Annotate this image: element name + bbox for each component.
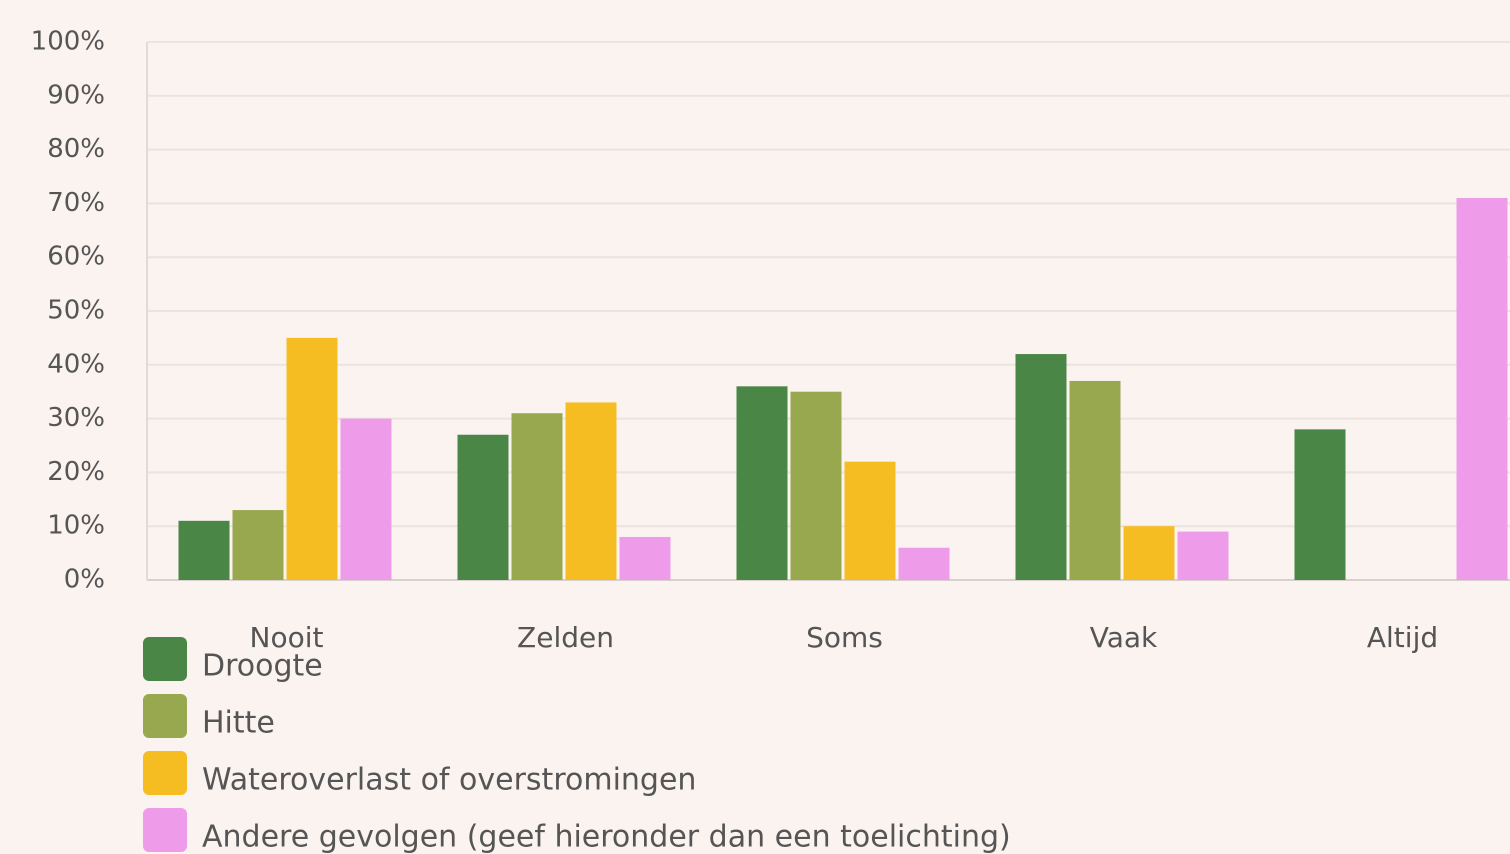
legend-label: Hitte xyxy=(202,706,275,741)
bar xyxy=(232,510,284,580)
bar xyxy=(286,337,338,580)
bar xyxy=(1069,380,1121,580)
bar xyxy=(898,547,950,580)
legend-swatch xyxy=(143,751,187,795)
y-tick-label: 40% xyxy=(47,349,105,379)
legend-label: Wateroverlast of overstromingen xyxy=(202,763,696,798)
y-tick-label: 100% xyxy=(31,27,105,57)
x-tick-label: Nooit xyxy=(250,621,324,654)
y-tick-label: 70% xyxy=(47,188,105,218)
bar xyxy=(844,461,896,580)
y-tick-label: 30% xyxy=(47,403,105,433)
legend-label: Andere gevolgen (geef hieronder dan een … xyxy=(202,820,1011,854)
bar xyxy=(340,418,392,580)
bar xyxy=(1456,198,1508,580)
legend-swatch xyxy=(143,808,187,852)
y-tick-label: 50% xyxy=(47,296,105,326)
legend-label: Droogte xyxy=(202,649,323,684)
bar xyxy=(457,434,509,580)
x-tick-label: Zelden xyxy=(517,621,614,654)
bar xyxy=(790,391,842,580)
legend-swatch xyxy=(143,637,187,681)
legend-swatch xyxy=(143,694,187,738)
y-tick-label: 0% xyxy=(64,565,105,595)
y-tick-label: 20% xyxy=(47,457,105,487)
bar xyxy=(178,520,230,580)
bar xyxy=(1123,526,1175,580)
bar xyxy=(511,413,563,580)
x-tick-label: Vaak xyxy=(1090,621,1158,654)
y-tick-label: 80% xyxy=(47,134,105,164)
bar xyxy=(736,386,788,580)
x-tick-label: Soms xyxy=(806,621,883,654)
bar xyxy=(1294,429,1346,580)
y-tick-label: 60% xyxy=(47,242,105,272)
x-tick-label: Altijd xyxy=(1367,621,1438,654)
bar xyxy=(1015,354,1067,580)
bar xyxy=(619,536,671,580)
bar xyxy=(1177,531,1229,580)
bar xyxy=(565,402,617,580)
y-tick-label: 90% xyxy=(47,80,105,110)
y-tick-label: 10% xyxy=(47,511,105,541)
